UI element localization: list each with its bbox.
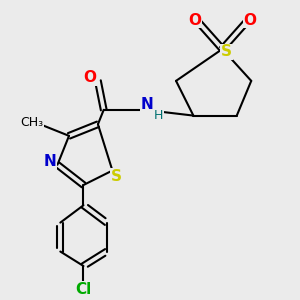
- Text: O: O: [188, 13, 201, 28]
- Text: S: S: [221, 44, 232, 59]
- Text: O: O: [83, 70, 96, 86]
- Text: O: O: [243, 13, 256, 28]
- Text: N: N: [141, 97, 154, 112]
- Text: CH₃: CH₃: [20, 116, 43, 129]
- Text: Cl: Cl: [75, 282, 92, 297]
- Text: N: N: [44, 154, 57, 169]
- Text: S: S: [111, 169, 122, 184]
- Text: H: H: [154, 109, 164, 122]
